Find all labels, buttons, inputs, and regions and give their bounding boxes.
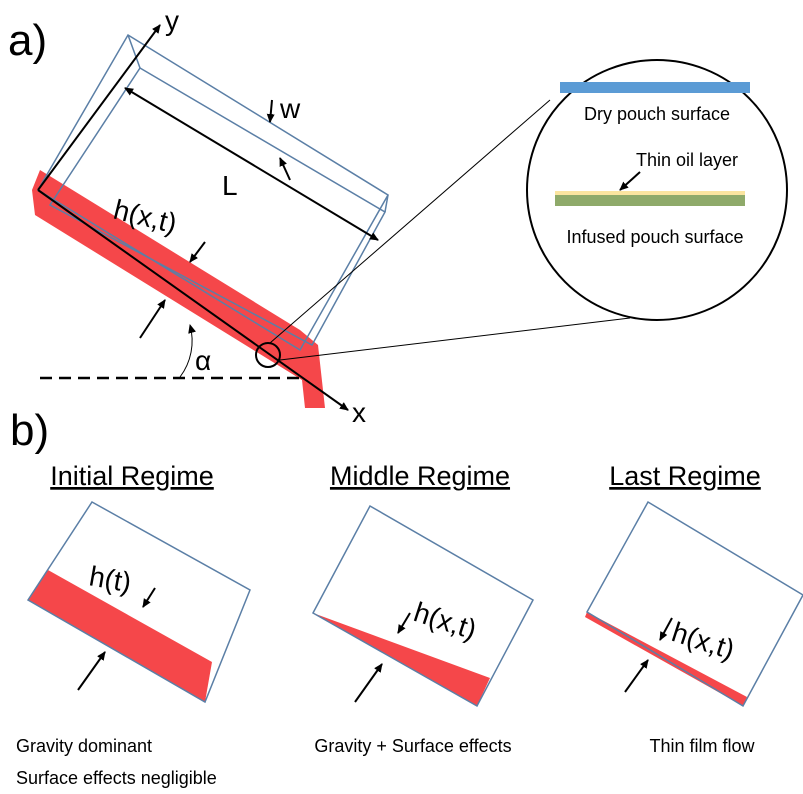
y-label: y <box>165 5 179 36</box>
note: Gravity dominant <box>16 736 152 756</box>
edge <box>128 35 140 68</box>
inset <box>527 60 787 320</box>
inset-text: Dry pouch surface <box>584 104 730 124</box>
w-arrow <box>280 158 290 180</box>
h-arrow <box>625 660 648 692</box>
height-label: h(t) <box>87 560 134 598</box>
panel-label: b) <box>10 406 49 455</box>
w-arrow <box>270 100 272 122</box>
figure: a) y x L w h(x,t) α Dry pouch surface Th… <box>0 0 803 794</box>
note: Surface effects negligible <box>16 768 217 788</box>
h-arrow <box>140 300 165 338</box>
y-axis <box>38 25 160 190</box>
height-label: h(x,t) <box>410 596 480 645</box>
panel-label: a) <box>8 16 47 65</box>
h-arrow <box>78 652 105 690</box>
h-arrow <box>355 664 382 702</box>
inset-text: Infused pouch surface <box>566 227 743 247</box>
length-label: L <box>222 170 238 201</box>
h-arrow <box>190 242 205 262</box>
width-label: w <box>279 93 301 124</box>
zoom-line <box>270 100 550 343</box>
oil-layer <box>555 191 745 195</box>
h-arrow <box>143 588 155 607</box>
x-label: x <box>352 397 366 428</box>
h-arrow <box>398 613 410 633</box>
angle-arc <box>180 325 192 377</box>
zoom-line <box>280 318 630 360</box>
height-label: h(x,t) <box>668 616 738 665</box>
inset-text: Thin oil layer <box>636 150 738 170</box>
angle-label: α <box>195 345 211 376</box>
note: Thin film flow <box>649 736 755 756</box>
regime-title: Last Regime <box>609 461 761 491</box>
dry-surface <box>560 82 750 93</box>
regime-title: Initial Regime <box>50 461 214 491</box>
infused-surface <box>555 195 745 206</box>
regime-title: Middle Regime <box>330 461 510 491</box>
note: Gravity + Surface effects <box>314 736 511 756</box>
